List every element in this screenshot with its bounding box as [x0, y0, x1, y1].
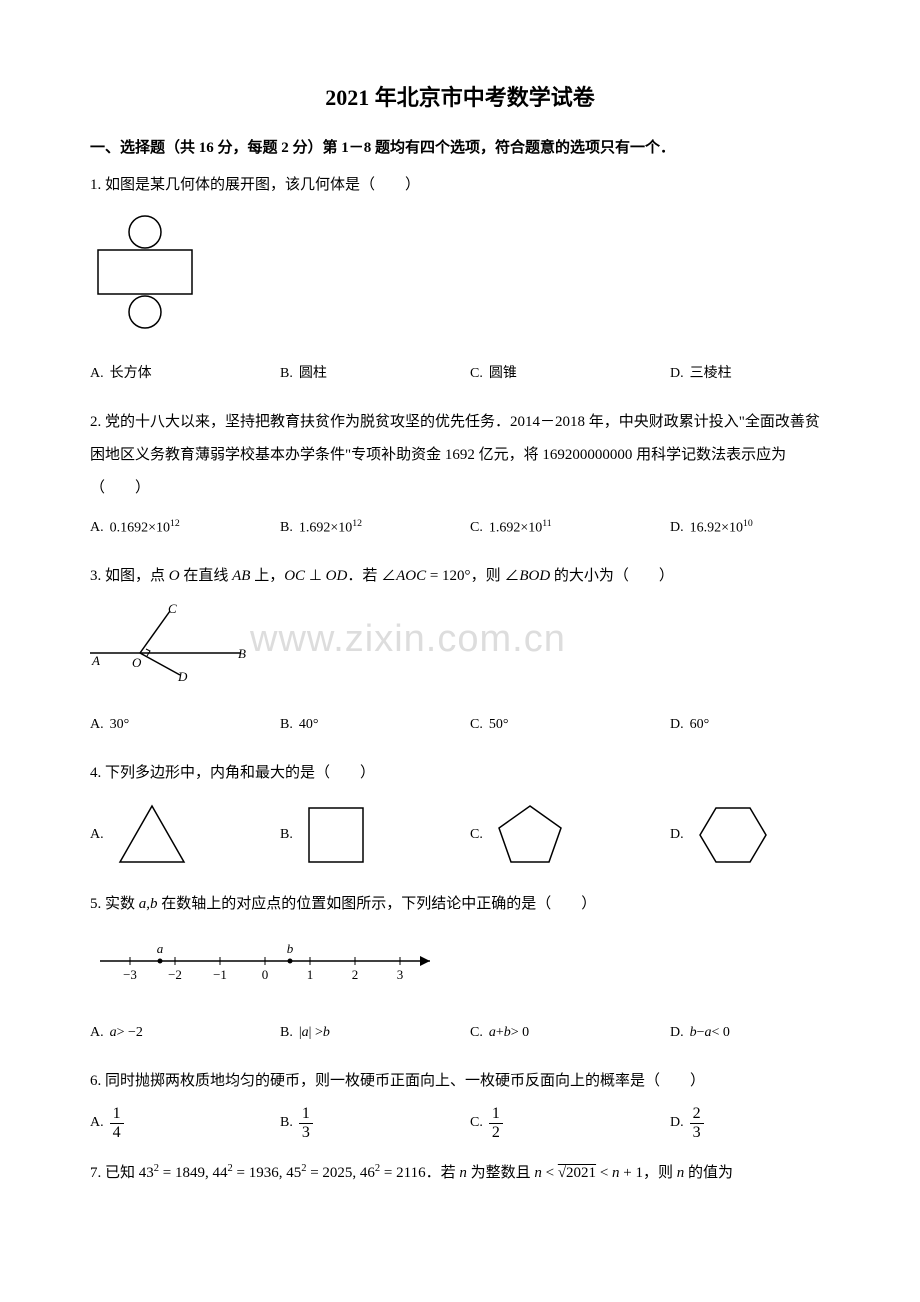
svg-text:O: O	[132, 655, 142, 670]
q1-text: 1. 如图是某几何体的展开图，该几何体是（ ）	[90, 169, 830, 202]
q3-opt-b: B.40°	[280, 710, 470, 741]
q3-text: 3. 如图，点 O 在直线 AB 上，OC ⊥ OD．若 ∠AOC = 120°…	[90, 560, 830, 593]
svg-text:B: B	[238, 646, 246, 661]
q4-options: A. B. C. D.	[90, 800, 830, 870]
q6-text: 6. 同时抛掷两枚质地均匀的硬币，则一枚硬币正面向上、一枚硬币反面向上的概率是（…	[90, 1065, 830, 1098]
q5-opt-a: A.a > −2	[90, 1018, 280, 1049]
q4-opt-d: D.	[670, 800, 774, 870]
q3-opt-a: A.30°	[90, 710, 280, 741]
q5-options: A.a > −2 B.|a| > b C.a + b > 0 D.b − a <…	[90, 1018, 830, 1049]
q4-opt-a: A.	[90, 800, 280, 870]
q5-opt-d: D.b − a < 0	[670, 1018, 830, 1049]
q6-opt-b: B.13	[280, 1106, 470, 1141]
q6-options: A.14 B.13 C.12 D.23	[90, 1106, 830, 1141]
q6-opt-c: C.12	[470, 1106, 670, 1141]
q2-opt-b: B.1.692×1012	[280, 513, 470, 544]
question-7: 7. 已知 432 = 1849, 442 = 1936, 452 = 2025…	[90, 1157, 830, 1190]
q3-opt-d: D.60°	[670, 710, 830, 741]
question-5: 5. 实数 a,b 在数轴上的对应点的位置如图所示，下列结论中正确的是（ ） −…	[90, 888, 830, 1049]
page-title: 2021 年北京市中考数学试卷	[90, 80, 830, 112]
svg-text:2: 2	[352, 967, 359, 982]
svg-text:−1: −1	[213, 967, 227, 982]
q1-options: A.长方体 B.圆柱 C.圆锥 D.三棱柱	[90, 359, 830, 390]
q3-opt-c: C.50°	[470, 710, 670, 741]
q7-text: 7. 已知 432 = 1849, 442 = 1936, 452 = 2025…	[90, 1157, 830, 1190]
svg-text:−2: −2	[168, 967, 182, 982]
q5-text: 5. 实数 a,b 在数轴上的对应点的位置如图所示，下列结论中正确的是（ ）	[90, 888, 830, 921]
q1-figure	[90, 212, 830, 345]
question-6: 6. 同时抛掷两枚质地均匀的硬币，则一枚硬币正面向上、一枚硬币反面向上的概率是（…	[90, 1065, 830, 1141]
question-2: 2. 党的十八大以来，坚持把教育扶贫作为脱贫攻坚的优先任务．2014－2018 …	[90, 406, 830, 544]
q6-opt-a: A.14	[90, 1106, 280, 1141]
svg-text:a: a	[157, 941, 164, 956]
q4-text: 4. 下列多边形中，内角和最大的是（ ）	[90, 757, 830, 790]
section-header: 一、选择题（共 16 分，每题 2 分）第 1－8 题均有四个选项，符合题意的选…	[90, 136, 830, 157]
svg-text:A: A	[91, 653, 100, 668]
q2-opt-c: C.1.692×1011	[470, 513, 670, 544]
question-3: 3. 如图，点 O 在直线 AB 上，OC ⊥ OD．若 ∠AOC = 120°…	[90, 560, 830, 741]
q5-figure: −3 −2 −1 0 1 2 3 a b	[90, 931, 830, 1004]
svg-text:3: 3	[397, 967, 404, 982]
svg-text:C: C	[168, 603, 177, 616]
q5-opt-b: B.|a| > b	[280, 1018, 470, 1049]
svg-text:1: 1	[307, 967, 314, 982]
q1-opt-b: B.圆柱	[280, 359, 470, 390]
q1-opt-d: D.三棱柱	[670, 359, 830, 390]
q4-opt-c: C.	[470, 800, 670, 870]
q5-opt-c: C.a + b > 0	[470, 1018, 670, 1049]
q2-opt-a: A.0.1692×1012	[90, 513, 280, 544]
q3-figure: A O B C D	[90, 603, 830, 696]
svg-text:b: b	[287, 941, 294, 956]
q4-opt-b: B.	[280, 800, 470, 870]
q2-opt-d: D.16.92×1010	[670, 513, 830, 544]
q6-opt-d: D.23	[670, 1106, 830, 1141]
question-1: 1. 如图是某几何体的展开图，该几何体是（ ） A.长方体 B.圆柱 C.圆锥 …	[90, 169, 830, 390]
q2-text: 2. 党的十八大以来，坚持把教育扶贫作为脱贫攻坚的优先任务．2014－2018 …	[90, 406, 830, 505]
svg-text:−3: −3	[123, 967, 137, 982]
q2-options: A.0.1692×1012 B.1.692×1012 C.1.692×1011 …	[90, 513, 830, 544]
svg-text:D: D	[177, 669, 188, 683]
q3-options: A.30° B.40° C.50° D.60°	[90, 710, 830, 741]
question-4: 4. 下列多边形中，内角和最大的是（ ） A. B. C. D.	[90, 757, 830, 870]
q1-opt-c: C.圆锥	[470, 359, 670, 390]
svg-text:0: 0	[262, 967, 269, 982]
q1-opt-a: A.长方体	[90, 359, 280, 390]
